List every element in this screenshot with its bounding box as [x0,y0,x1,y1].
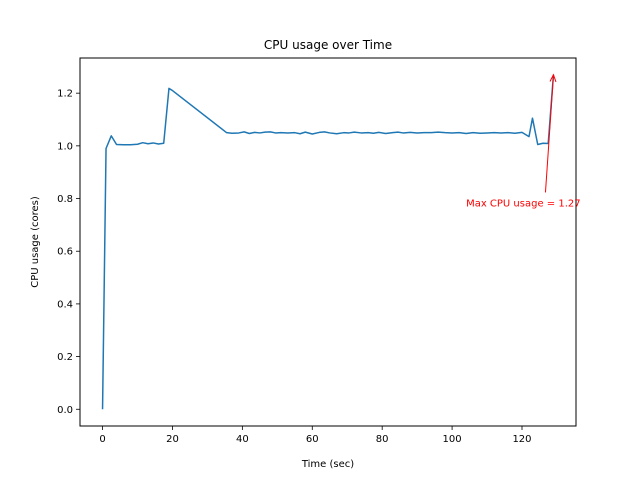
x-tick-label: 60 [306,434,319,445]
annotation-arrow-shaft [544,75,554,193]
plot-frame [79,57,577,427]
y-tick-label: 0.2 [57,352,73,363]
y-axis-label: CPU usage (cores) [30,196,41,288]
y-axis-ticks: 0.0 0.2 0.4 0.6 0.8 1.0 1.2 [57,89,80,416]
x-tick-label: 80 [376,434,389,445]
annotation-text: Max CPU usage = 1.27 [466,198,581,209]
y-tick-label: 0.6 [57,247,73,258]
chart-title: CPU usage over Time [264,38,392,52]
y-tick-label: 1.2 [57,89,73,100]
x-axis-label: Time (sec) [301,459,354,470]
series-line-0 [101,74,555,410]
x-tick-label: 0 [99,434,105,445]
y-tick-label: 0.8 [57,194,73,205]
plot-lines [101,74,555,410]
annotation-arrow-head [549,73,557,83]
x-axis-ticks: 0 20 40 60 80 100 120 [99,426,532,445]
x-tick-label: 100 [443,434,462,445]
y-tick-label: 0.4 [57,299,73,310]
y-tick-label: 1.0 [57,141,73,152]
max-annotation: Max CPU usage = 1.27 [466,73,581,209]
x-tick-label: 20 [166,434,179,445]
x-tick-label: 120 [512,434,531,445]
x-tick-label: 40 [236,434,249,445]
y-tick-label: 0.0 [57,405,73,416]
